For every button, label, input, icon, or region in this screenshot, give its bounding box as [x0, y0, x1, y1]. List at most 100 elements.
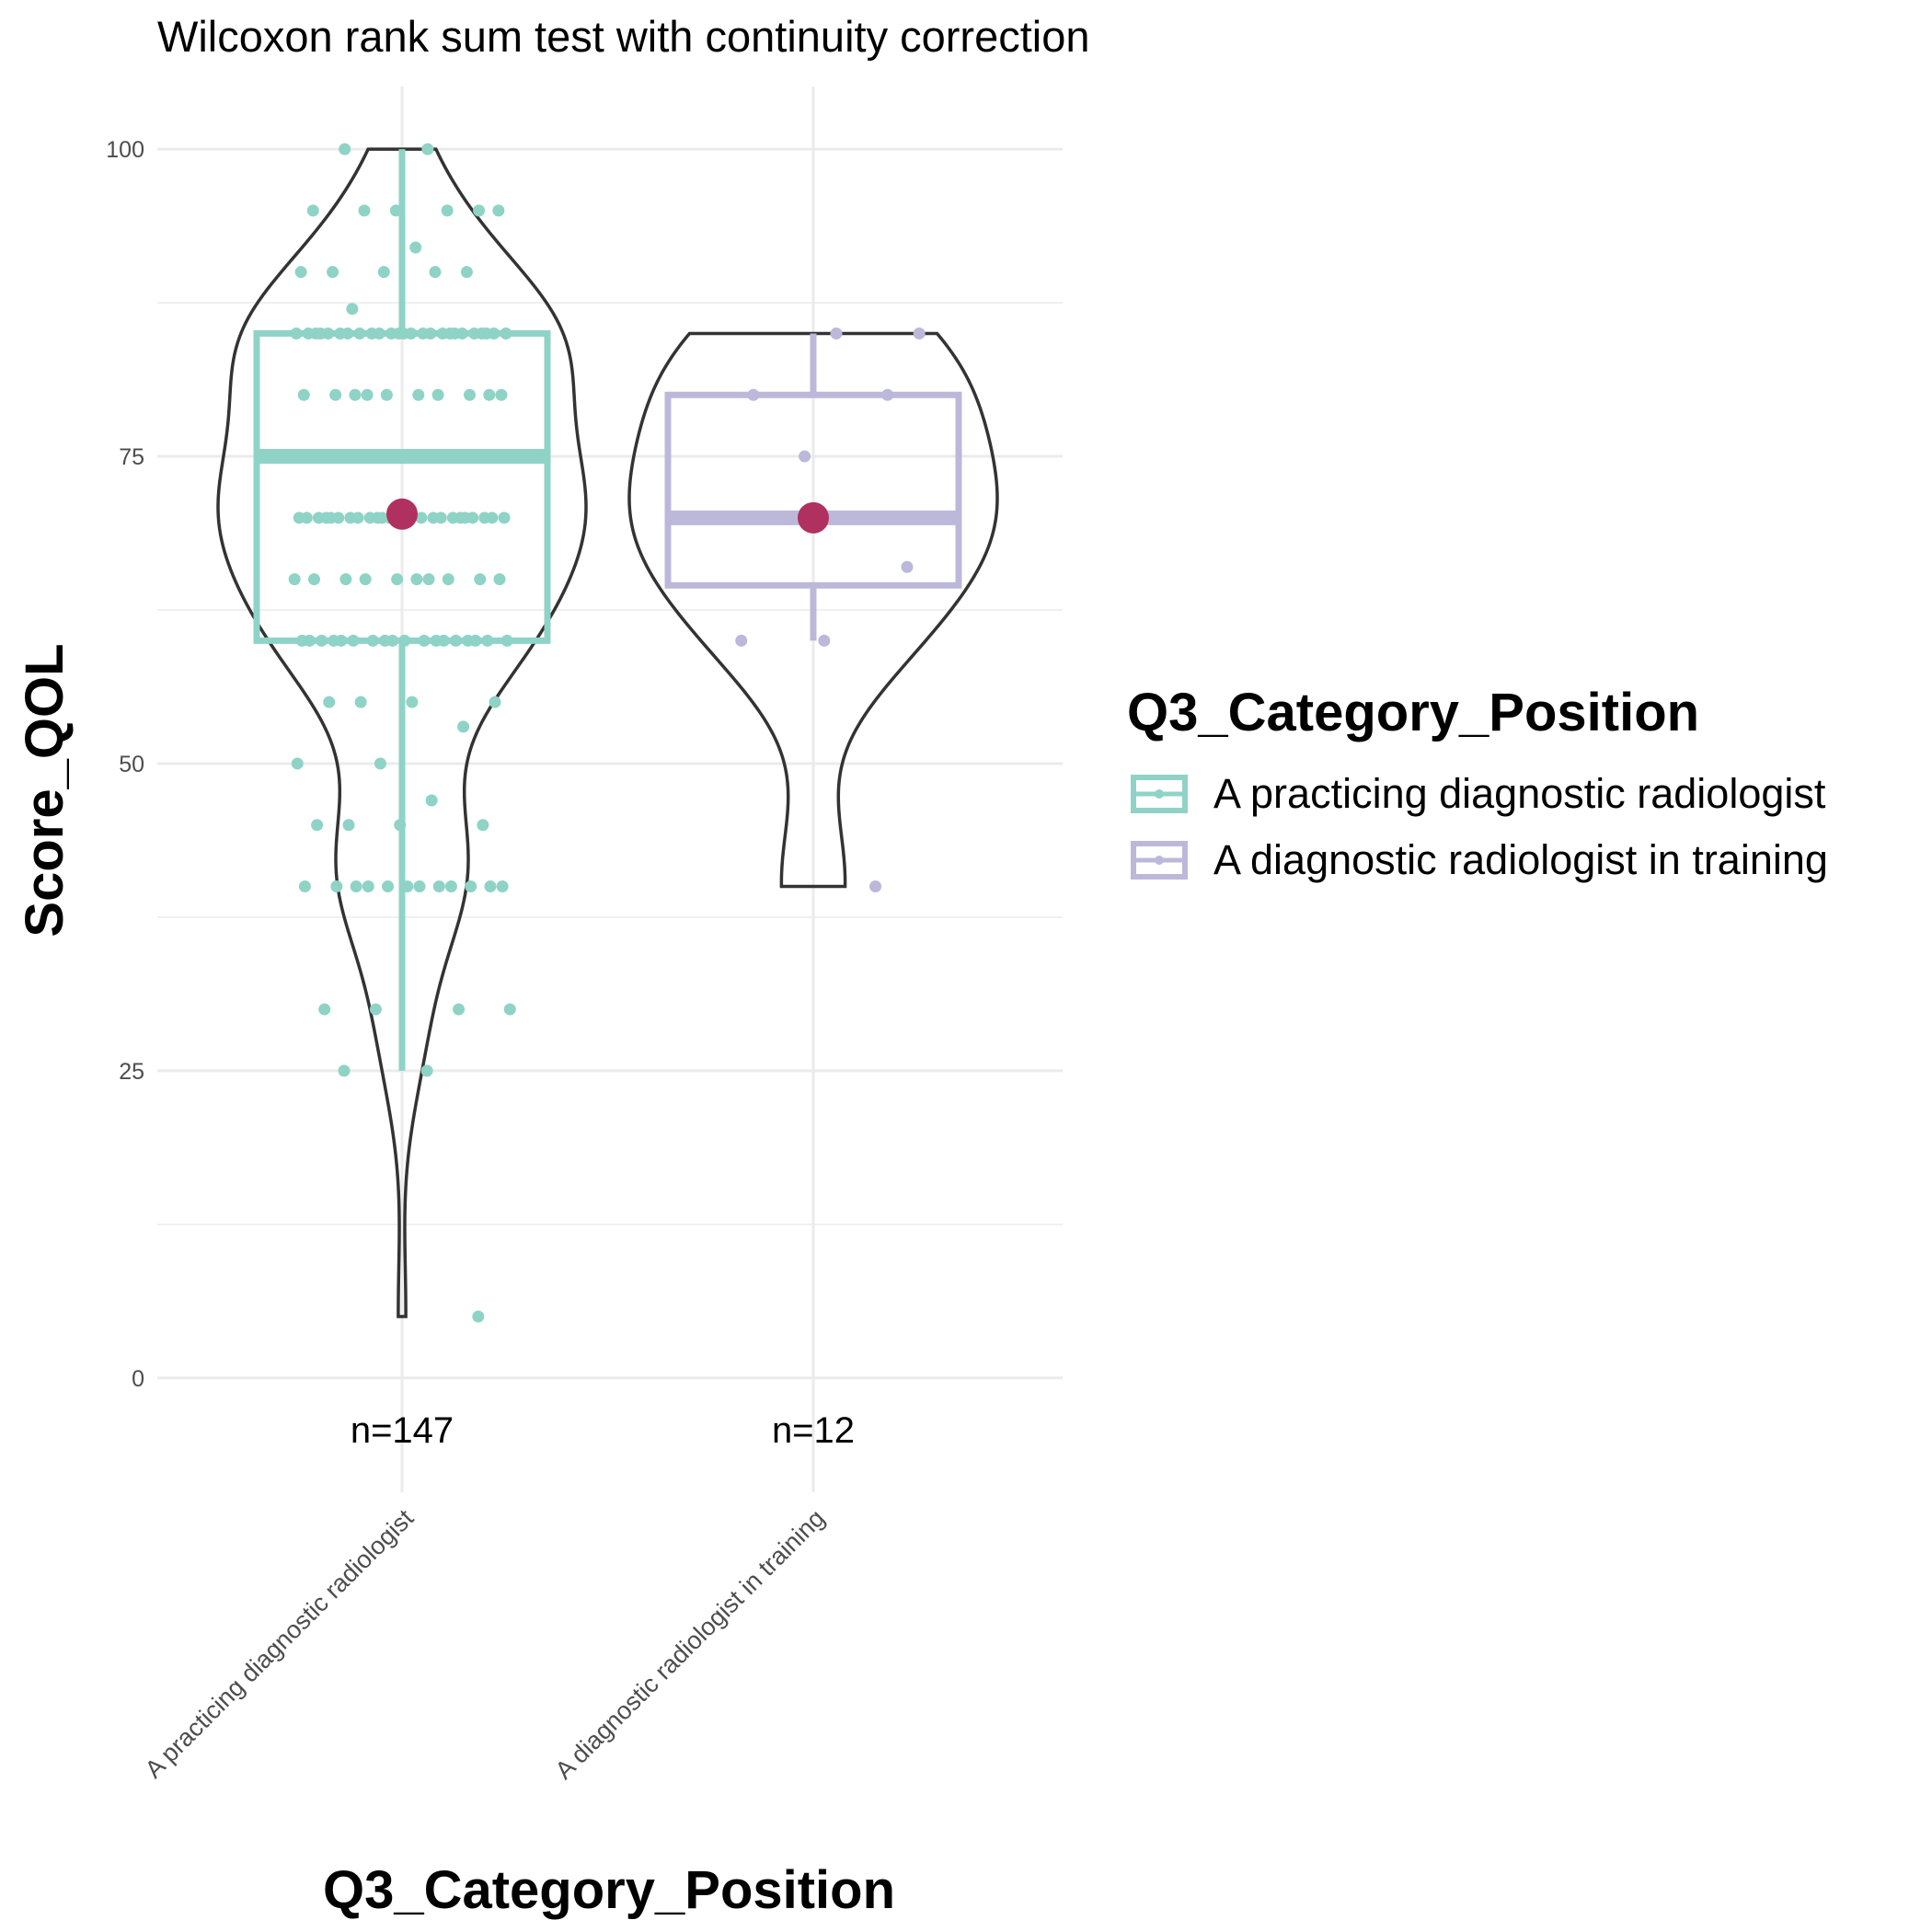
point: [425, 794, 438, 807]
point: [317, 450, 330, 463]
point: [382, 880, 395, 893]
x-tick-label: A practicing diagnostic radiologist: [140, 1504, 420, 1784]
point: [449, 634, 462, 647]
point: [318, 1003, 331, 1016]
point: [484, 880, 497, 893]
point: [358, 204, 371, 217]
n-label: n=12: [772, 1410, 855, 1451]
chart-title: Wilcoxon rank sum test with continuity c…: [157, 12, 1089, 61]
point: [374, 757, 386, 770]
point: [481, 634, 494, 647]
point: [424, 327, 437, 339]
point: [329, 388, 342, 401]
point: [473, 204, 486, 217]
point: [747, 388, 760, 401]
point: [460, 266, 473, 279]
point: [488, 327, 500, 339]
point: [495, 388, 508, 401]
point: [406, 696, 419, 708]
point: [464, 388, 477, 401]
point: [359, 573, 372, 586]
y-tick-label: 100: [106, 137, 144, 163]
legend-label: A diagnostic radiologist in training: [1213, 836, 1828, 883]
point: [330, 880, 343, 893]
point: [869, 880, 882, 893]
point: [401, 880, 414, 893]
point: [320, 512, 333, 524]
point: [290, 327, 303, 339]
point: [307, 573, 320, 586]
point: [393, 327, 406, 339]
point: [291, 757, 304, 770]
point: [439, 450, 452, 463]
point: [457, 720, 470, 733]
point: [353, 327, 366, 339]
violin: [216, 147, 588, 1318]
point: [469, 634, 482, 647]
point: [309, 327, 322, 339]
point: [398, 634, 411, 647]
point: [442, 573, 454, 586]
point: [496, 880, 509, 893]
point: [498, 512, 511, 524]
point: [338, 1064, 351, 1077]
point: [339, 573, 352, 586]
point: [486, 512, 499, 524]
point: [394, 819, 407, 832]
point: [431, 388, 444, 401]
point: [474, 573, 487, 586]
point: [361, 388, 374, 401]
point: [373, 327, 385, 339]
point: [303, 634, 316, 647]
point: [346, 303, 359, 316]
y-axis-title: Score_QOL: [15, 643, 75, 937]
point: [342, 819, 355, 832]
y-tick-label: 75: [119, 444, 144, 470]
point: [412, 388, 425, 401]
mean-point: [798, 501, 829, 534]
point: [492, 204, 505, 217]
legend-item: A practicing diagnostic radiologist: [1131, 770, 1826, 817]
point: [451, 450, 464, 463]
point: [881, 388, 894, 401]
y-tick-label: 50: [119, 752, 144, 777]
point: [335, 634, 348, 647]
point: [489, 696, 501, 708]
legend-item: A diagnostic radiologist in training: [1131, 836, 1828, 883]
point: [356, 450, 369, 463]
point: [386, 634, 399, 647]
point: [465, 880, 477, 893]
point: [466, 512, 479, 524]
legend-key-dot: [1155, 856, 1164, 865]
point: [362, 880, 374, 893]
point: [471, 450, 484, 463]
legend-title: Q3_Category_Position: [1127, 683, 1699, 742]
mean-point: [386, 498, 418, 530]
point: [735, 634, 748, 647]
point: [500, 634, 513, 647]
point: [306, 204, 319, 217]
point: [377, 266, 390, 279]
point: [409, 241, 422, 254]
point: [347, 634, 360, 647]
point: [503, 1003, 516, 1016]
point: [443, 327, 456, 339]
y-tick-label: 25: [119, 1059, 144, 1085]
point: [288, 573, 301, 586]
point: [380, 388, 393, 401]
point: [339, 143, 351, 155]
point: [350, 880, 362, 893]
point: [294, 266, 307, 279]
y-tick-label: 0: [132, 1366, 144, 1392]
point: [913, 327, 926, 339]
point: [420, 450, 432, 463]
point: [493, 573, 506, 586]
point: [368, 450, 381, 463]
point: [715, 512, 728, 524]
x-tick-label: A diagnostic radiologist in training: [550, 1504, 831, 1785]
point: [453, 1003, 466, 1016]
point: [437, 634, 450, 647]
point: [300, 512, 313, 524]
